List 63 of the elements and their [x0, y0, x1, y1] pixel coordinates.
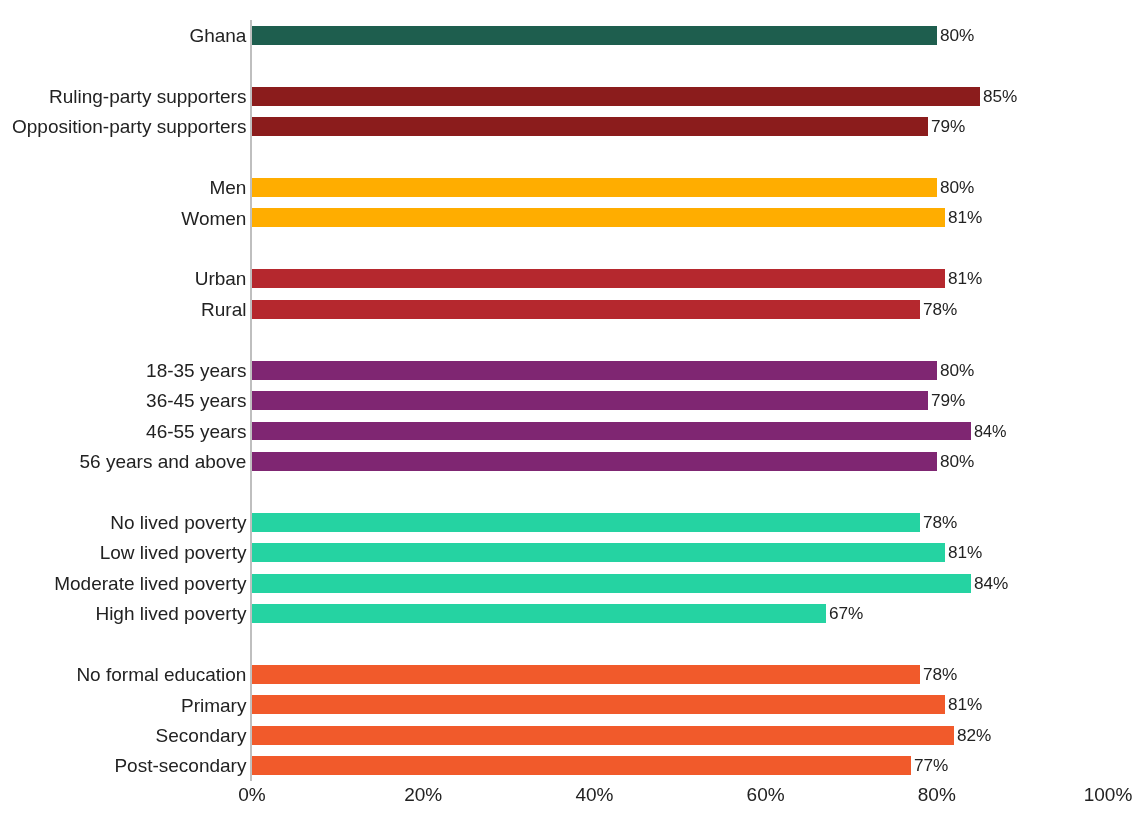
x-tick-label: 60%: [746, 784, 785, 805]
x-tick-label: 40%: [575, 784, 614, 805]
y-tick-label: Primary: [181, 694, 247, 716]
data-label: 85%: [983, 86, 1018, 107]
x-tick-label: 80%: [917, 784, 956, 805]
y-tick-label: Urban: [194, 268, 247, 290]
data-label: 84%: [974, 421, 1007, 440]
y-tick-label: 36-45 years: [146, 390, 247, 412]
y-tick-label: 56 years and above: [79, 451, 247, 473]
bar: [252, 422, 971, 440]
data-label: 78%: [923, 299, 958, 320]
data-label: 79%: [931, 390, 966, 411]
bar: [252, 269, 945, 288]
y-tick-label: Ghana: [189, 24, 247, 46]
y-tick-label: 46-55 years: [146, 420, 247, 442]
y-tick-label: Ruling-party supporters: [48, 85, 247, 107]
bar: [252, 665, 920, 684]
y-tick-label: Moderate lived poverty: [54, 572, 247, 594]
x-tick-label: 0%: [238, 784, 266, 805]
data-label: 82%: [957, 725, 992, 746]
bar: [252, 178, 937, 197]
bar: [252, 543, 945, 562]
bar: [252, 87, 980, 106]
bar: [252, 726, 954, 745]
y-tick-label: No formal education: [76, 664, 247, 686]
y-tick-label: Secondary: [155, 724, 247, 746]
x-tick-label: 100%: [1083, 784, 1133, 805]
data-label: 78%: [923, 512, 958, 533]
bar: [252, 513, 920, 532]
data-label: 77%: [914, 755, 949, 776]
x-tick-label: 20%: [404, 784, 443, 805]
data-label: 80%: [940, 25, 975, 46]
bar: [252, 26, 937, 45]
data-label: 84%: [974, 573, 1009, 594]
y-tick-label: 18-35 years: [146, 359, 247, 381]
data-label: 80%: [940, 177, 975, 198]
bar: [252, 361, 937, 380]
y-tick-label: Rural: [201, 298, 247, 320]
data-label: 81%: [948, 268, 983, 289]
data-label: 81%: [948, 542, 983, 563]
bar: [252, 574, 971, 593]
data-label: 80%: [940, 360, 975, 381]
y-tick-label: No lived poverty: [110, 511, 247, 533]
data-label: 81%: [948, 694, 983, 715]
data-label: 67%: [829, 603, 864, 624]
bar: [252, 391, 928, 410]
data-label: 80%: [940, 451, 975, 472]
bar: [252, 452, 937, 471]
bar: [252, 756, 911, 775]
bar: [252, 117, 928, 136]
bar: [252, 208, 945, 227]
y-tick-label: Men: [209, 177, 247, 199]
y-tick-label: Low lived poverty: [99, 542, 247, 564]
bar: [252, 300, 920, 319]
bar: [252, 604, 826, 623]
data-label: 79%: [931, 116, 966, 137]
data-label: 78%: [923, 664, 958, 685]
y-tick-label: Post-secondary: [114, 755, 247, 777]
y-tick-label: Women: [181, 207, 247, 229]
y-tick-label: Opposition-party supporters: [12, 116, 247, 138]
bar: [252, 695, 945, 714]
data-label: 81%: [948, 207, 983, 228]
y-tick-label: High lived poverty: [95, 603, 247, 625]
